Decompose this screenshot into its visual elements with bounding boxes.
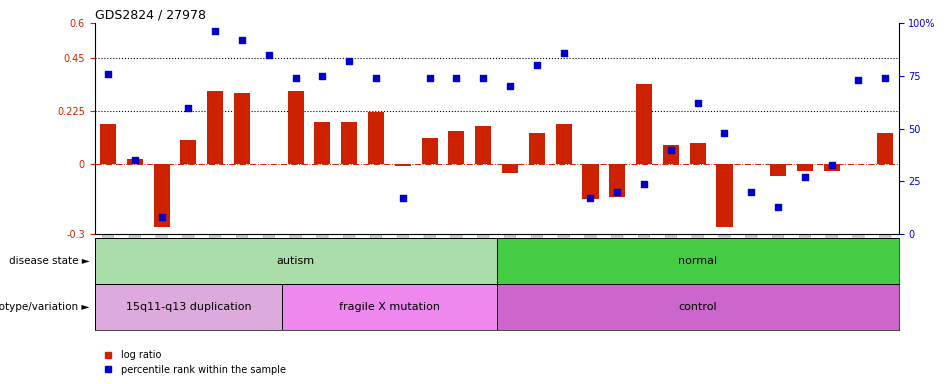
Bar — [555, 124, 571, 164]
Point — [744, 189, 759, 195]
Bar — [394, 164, 411, 166]
Point — [288, 75, 303, 81]
Bar — [877, 133, 893, 164]
Text: control: control — [678, 302, 717, 312]
Point — [476, 75, 491, 81]
Point — [315, 73, 330, 79]
Text: normal: normal — [678, 256, 717, 266]
Bar — [342, 122, 358, 164]
Bar — [181, 141, 197, 164]
Point — [448, 75, 464, 81]
Bar — [95, 284, 282, 330]
Text: genotype/variation ►: genotype/variation ► — [0, 302, 90, 312]
Point — [850, 77, 866, 83]
Bar — [314, 122, 330, 164]
Bar — [583, 164, 599, 199]
Point — [127, 157, 143, 164]
Point — [181, 104, 196, 111]
Bar — [100, 124, 116, 164]
Text: disease state ►: disease state ► — [9, 256, 90, 266]
Point — [824, 162, 839, 168]
Point — [154, 214, 169, 220]
Point — [797, 174, 813, 180]
Bar — [824, 164, 840, 171]
Point — [395, 195, 411, 202]
Bar — [770, 164, 786, 175]
Text: fragile X mutation: fragile X mutation — [339, 302, 440, 312]
Bar — [153, 164, 169, 227]
Bar — [716, 164, 732, 227]
Point — [422, 75, 437, 81]
Point — [208, 28, 223, 35]
Bar — [497, 284, 899, 330]
Bar — [95, 238, 497, 284]
Point — [637, 180, 652, 187]
Point — [770, 204, 785, 210]
Point — [100, 71, 115, 77]
Point — [368, 75, 383, 81]
Point — [878, 75, 893, 81]
Point — [609, 189, 624, 195]
Bar — [234, 93, 250, 164]
Text: 15q11-q13 duplication: 15q11-q13 duplication — [126, 302, 252, 312]
Point — [502, 83, 517, 89]
Bar — [636, 84, 652, 164]
Bar — [529, 133, 545, 164]
Point — [342, 58, 357, 64]
Bar — [368, 112, 384, 164]
Point — [583, 195, 598, 202]
Point — [235, 37, 250, 43]
Point — [529, 62, 544, 68]
Bar — [797, 164, 813, 171]
Bar — [502, 164, 518, 173]
Bar — [282, 284, 497, 330]
Bar — [422, 138, 438, 164]
Bar — [448, 131, 464, 164]
Point — [556, 50, 571, 56]
Bar — [288, 91, 304, 164]
Bar — [207, 91, 223, 164]
Text: autism: autism — [276, 256, 315, 266]
Bar — [609, 164, 625, 197]
Bar — [663, 145, 679, 164]
Bar — [497, 238, 899, 284]
Point — [663, 147, 678, 153]
Bar — [475, 126, 491, 164]
Legend: log ratio, percentile rank within the sample: log ratio, percentile rank within the sa… — [99, 346, 289, 379]
Point — [690, 100, 705, 106]
Point — [261, 52, 276, 58]
Bar — [690, 143, 706, 164]
Text: GDS2824 / 27978: GDS2824 / 27978 — [95, 9, 205, 22]
Bar — [127, 159, 143, 164]
Point — [717, 130, 732, 136]
